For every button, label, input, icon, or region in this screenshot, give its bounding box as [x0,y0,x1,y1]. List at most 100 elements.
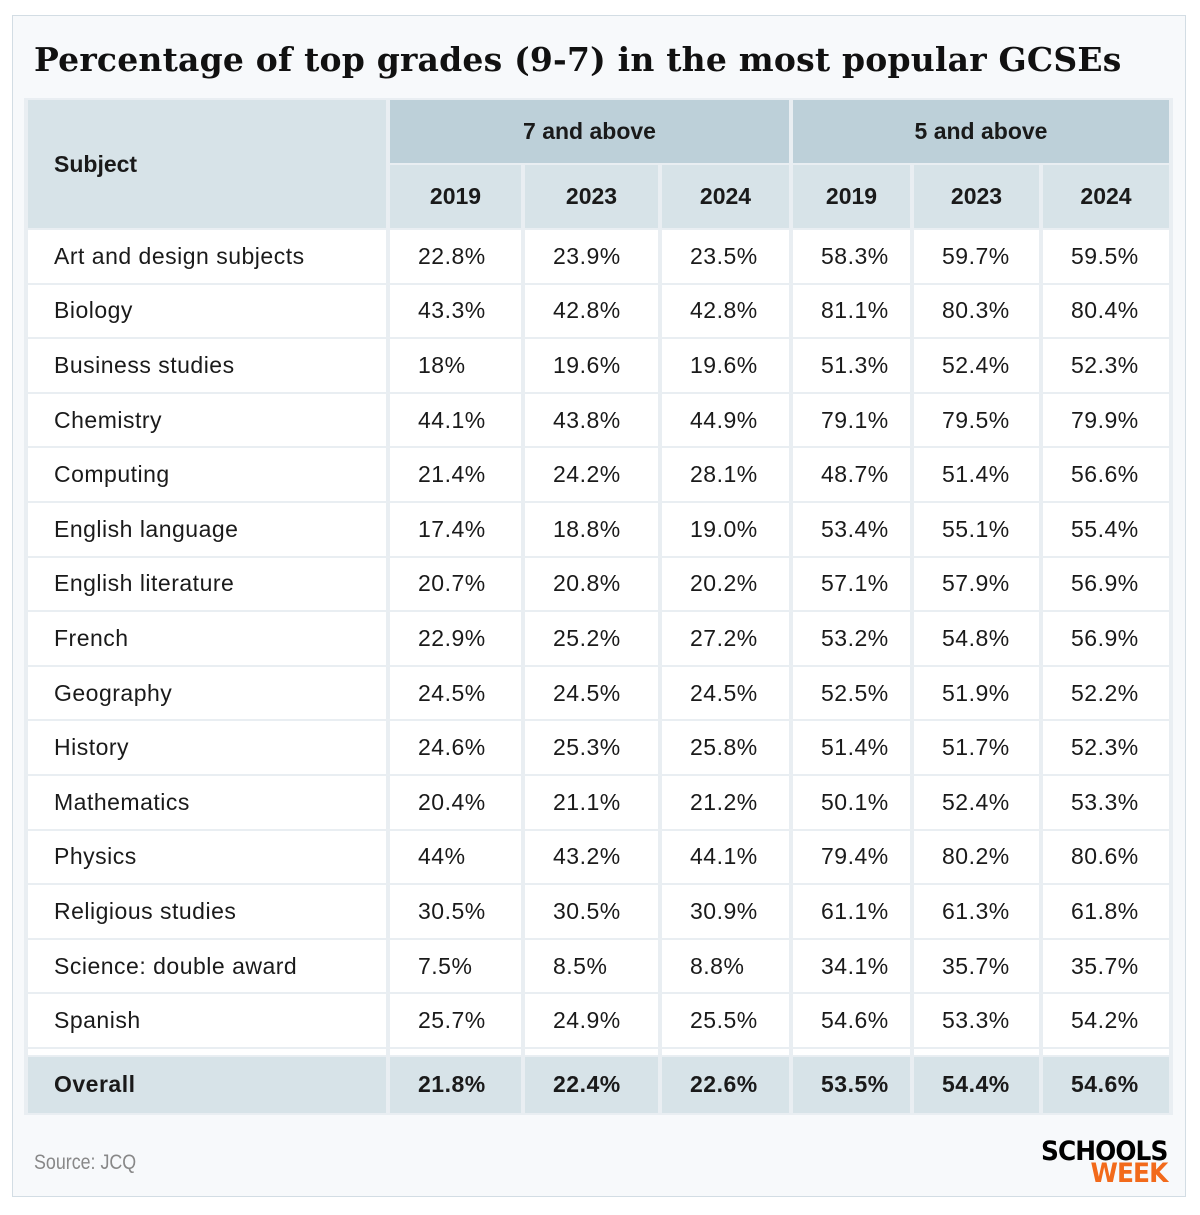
value-cell: 52.4% [914,339,1039,392]
group-header-5-and-above: 5 and above [793,100,1169,163]
value-cell: 30.5% [390,885,521,938]
value-cell: 55.1% [914,502,1039,556]
year-header: 2024 [662,165,789,228]
subject-cell: Mathematics [28,775,386,829]
subject-header: Subject [28,100,386,228]
value-cell: 56.9% [1043,612,1169,665]
value-cell: 19.0% [662,502,789,556]
table-row: Computing 21.4% 24.2% 28.1% 48.7% 51.4% 56.6% [28,448,1169,501]
value-cell: 54.6% [1043,1056,1169,1113]
value-cell: 57.1% [793,557,910,611]
value-cell: 25.7% [390,994,521,1047]
value-cell: 44.1% [390,393,521,447]
value-cell: 61.3% [914,885,1039,938]
table-row: Science: double award 7.5% 8.5% 8.8% 34.1% 35… [28,939,1169,993]
value-cell: 24.5% [662,666,789,720]
schools-week-logo: SCHOOLS WEEK [1041,1138,1168,1187]
table-row: Art and design subjects 22.8% 23.9% 23.5% 58… [28,230,1169,283]
value-cell: 21.1% [525,775,658,829]
subject-cell: Science: double award [28,939,386,993]
value-cell: 79.9% [1043,393,1169,447]
value-cell: 7.5% [390,939,521,993]
value-cell: 24.2% [525,448,658,501]
table-card: Percentage of top grades (9-7) in the mo… [12,15,1186,1197]
value-cell: 20.2% [662,557,789,611]
value-cell: 51.7% [914,721,1039,774]
subject-cell: Art and design subjects [28,230,386,283]
value-cell: 44.1% [662,830,789,884]
value-cell: 22.9% [390,612,521,665]
subject-cell: History [28,721,386,774]
table-row: Religious studies 30.5% 30.5% 30.9% 61.1% 61.… [28,885,1169,938]
spacer-cell [662,1048,789,1055]
value-cell: 54.8% [914,612,1039,665]
table-row: Physics 44% 43.2% 44.1% 79.4% 80.2% 80.6% [28,830,1169,884]
subject-cell: Spanish [28,994,386,1047]
table-row: French 22.9% 25.2% 27.2% 53.2% 54.8% 56.9% [28,612,1169,665]
value-cell: 61.1% [793,885,910,938]
value-cell: 22.4% [525,1056,658,1113]
value-cell: 79.4% [793,830,910,884]
value-cell: 81.1% [793,284,910,338]
value-cell: 79.1% [793,393,910,447]
spacer-cell [28,1048,386,1055]
value-cell: 21.4% [390,448,521,501]
table-row: English language 17.4% 18.8% 19.0% 53.4% 55.1… [28,502,1169,556]
value-cell: 8.5% [525,939,658,993]
value-cell: 48.7% [793,448,910,501]
value-cell: 23.5% [662,230,789,283]
value-cell: 53.5% [793,1056,910,1113]
subject-cell: Chemistry [28,393,386,447]
value-cell: 51.9% [914,666,1039,720]
value-cell: 25.8% [662,721,789,774]
value-cell: 17.4% [390,502,521,556]
value-cell: 24.5% [525,666,658,720]
page-title: Percentage of top grades (9-7) in the mo… [34,40,1122,79]
value-cell: 43.3% [390,284,521,338]
value-cell: 51.4% [914,448,1039,501]
value-cell: 8.8% [662,939,789,993]
value-cell: 20.7% [390,557,521,611]
table-row: Geography 24.5% 24.5% 24.5% 52.5% 51.9% 52.2% [28,666,1169,720]
value-cell: 53.3% [914,994,1039,1047]
value-cell: 24.9% [525,994,658,1047]
value-cell: 57.9% [914,557,1039,611]
value-cell: 30.5% [525,885,658,938]
table-row: Business studies 18% 19.6% 19.6% 51.3% 52.4% 5… [28,339,1169,392]
value-cell: 18.8% [525,502,658,556]
grades-table: Subject 7 and above 5 and above 2019 202… [24,98,1173,1115]
value-cell: 42.8% [525,284,658,338]
value-cell: 19.6% [525,339,658,392]
spacer-cell [525,1048,658,1055]
subject-cell: Physics [28,830,386,884]
value-cell: 52.5% [793,666,910,720]
value-cell: 59.7% [914,230,1039,283]
value-cell: 80.4% [1043,284,1169,338]
group-header-7-and-above: 7 and above [390,100,789,163]
spacer-cell [390,1048,521,1055]
value-cell: 20.8% [525,557,658,611]
value-cell: 23.9% [525,230,658,283]
value-cell: 44% [390,830,521,884]
value-cell: 53.2% [793,612,910,665]
subject-cell: English literature [28,557,386,611]
value-cell: 58.3% [793,230,910,283]
value-cell: 79.5% [914,393,1039,447]
source-note: Source: JCQ [34,1151,137,1174]
table-row: Chemistry 44.1% 43.8% 44.9% 79.1% 79.5% 79.9% [28,393,1169,447]
value-cell: 54.2% [1043,994,1169,1047]
subject-cell: English language [28,502,386,556]
value-cell: 51.3% [793,339,910,392]
value-cell: 21.8% [390,1056,521,1113]
value-cell: 53.3% [1043,775,1169,829]
table-row: Spanish 25.7% 24.9% 25.5% 54.6% 53.3% 54.2% [28,994,1169,1047]
year-header: 2019 [390,165,521,228]
value-cell: 54.4% [914,1056,1039,1113]
table-row: English literature 20.7% 20.8% 20.2% 57.1% 57… [28,557,1169,611]
year-header: 2024 [1043,165,1169,228]
value-cell: 43.2% [525,830,658,884]
subject-cell: Business studies [28,339,386,392]
value-cell: 22.8% [390,230,521,283]
value-cell: 22.6% [662,1056,789,1113]
spacer-cell [793,1048,910,1055]
